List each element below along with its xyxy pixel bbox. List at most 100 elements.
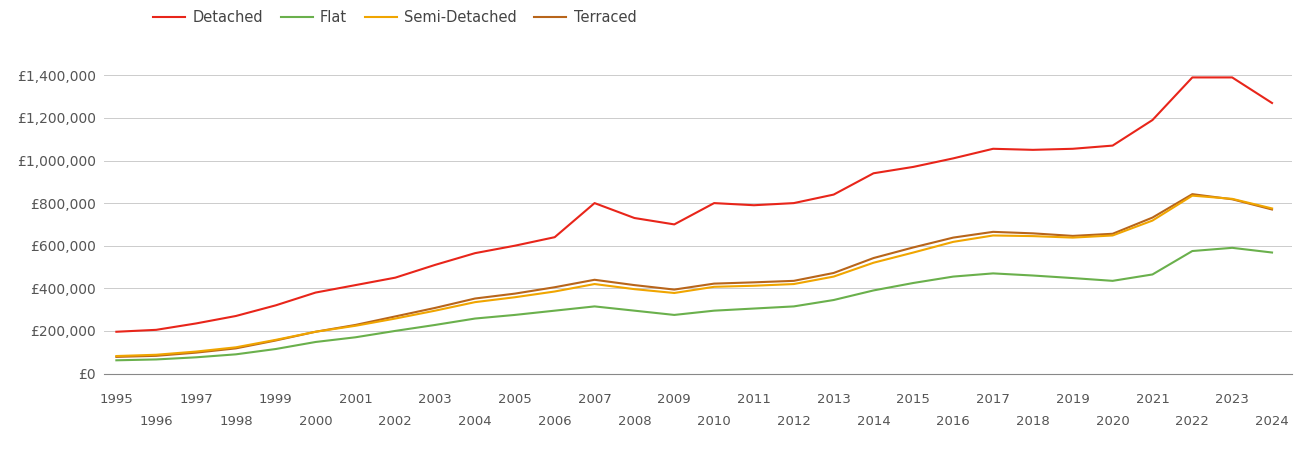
Detached <box>667 222 683 227</box>
Text: 2021: 2021 <box>1135 393 1169 405</box>
Line: Flat: Flat <box>116 248 1272 360</box>
Detached <box>1065 146 1081 152</box>
Semi-Detached <box>1224 196 1240 202</box>
Flat <box>427 322 442 328</box>
Terraced <box>228 346 244 351</box>
Semi-Detached <box>508 295 523 300</box>
Terraced <box>786 278 801 284</box>
Flat <box>388 328 403 333</box>
Detached <box>427 262 442 268</box>
Semi-Detached <box>1026 234 1041 239</box>
Text: 1996: 1996 <box>140 415 174 428</box>
Legend: Detached, Flat, Semi-Detached, Terraced: Detached, Flat, Semi-Detached, Terraced <box>147 4 642 31</box>
Terraced <box>347 322 363 328</box>
Terraced <box>865 255 881 261</box>
Detached <box>308 290 324 295</box>
Text: 1999: 1999 <box>258 393 292 405</box>
Detached <box>149 327 164 333</box>
Flat <box>1224 245 1240 251</box>
Detached <box>268 303 283 308</box>
Semi-Detached <box>1065 235 1081 240</box>
Semi-Detached <box>587 281 603 287</box>
Text: 2001: 2001 <box>338 393 372 405</box>
Terraced <box>427 305 442 310</box>
Flat <box>149 357 164 362</box>
Text: 1995: 1995 <box>99 393 133 405</box>
Flat <box>906 280 921 286</box>
Semi-Detached <box>706 284 722 289</box>
Detached <box>1105 143 1121 148</box>
Terraced <box>1144 215 1160 220</box>
Text: 2000: 2000 <box>299 415 333 428</box>
Flat <box>865 288 881 293</box>
Semi-Detached <box>388 316 403 321</box>
Flat <box>1065 275 1081 281</box>
Detached <box>108 329 124 334</box>
Terraced <box>1185 191 1201 197</box>
Flat <box>467 316 483 321</box>
Terraced <box>1105 231 1121 236</box>
Flat <box>1144 272 1160 277</box>
Flat <box>587 304 603 309</box>
Terraced <box>188 350 204 356</box>
Terraced <box>667 287 683 292</box>
Text: 2017: 2017 <box>976 393 1010 405</box>
Flat <box>945 274 960 279</box>
Terraced <box>508 291 523 297</box>
Semi-Detached <box>1265 206 1280 211</box>
Detached <box>945 156 960 161</box>
Text: 2014: 2014 <box>856 415 890 428</box>
Detached <box>1224 75 1240 80</box>
Semi-Detached <box>149 352 164 357</box>
Flat <box>1185 248 1201 254</box>
Semi-Detached <box>985 233 1001 238</box>
Terraced <box>746 279 762 285</box>
Terraced <box>308 329 324 334</box>
Detached <box>347 283 363 288</box>
Detached <box>706 200 722 206</box>
Semi-Detached <box>308 329 324 334</box>
Text: 2008: 2008 <box>617 415 651 428</box>
Detached <box>826 192 842 197</box>
Semi-Detached <box>945 239 960 244</box>
Flat <box>308 339 324 345</box>
Flat <box>667 312 683 318</box>
Detached <box>188 321 204 326</box>
Semi-Detached <box>865 260 881 265</box>
Flat <box>108 358 124 363</box>
Text: 2023: 2023 <box>1215 393 1249 405</box>
Semi-Detached <box>826 274 842 279</box>
Text: 2020: 2020 <box>1096 415 1130 428</box>
Text: 2024: 2024 <box>1255 415 1289 428</box>
Terraced <box>547 284 562 290</box>
Flat <box>746 306 762 311</box>
Semi-Detached <box>268 337 283 342</box>
Terraced <box>268 338 283 343</box>
Text: 2016: 2016 <box>937 415 970 428</box>
Terraced <box>906 245 921 250</box>
Semi-Detached <box>427 308 442 313</box>
Flat <box>626 308 642 313</box>
Detached <box>1144 117 1160 123</box>
Semi-Detached <box>786 281 801 287</box>
Detached <box>1265 100 1280 106</box>
Text: 2019: 2019 <box>1056 393 1090 405</box>
Line: Detached: Detached <box>116 77 1272 332</box>
Text: 2005: 2005 <box>499 393 531 405</box>
Semi-Detached <box>626 287 642 292</box>
Detached <box>746 202 762 208</box>
Semi-Detached <box>547 289 562 294</box>
Terraced <box>388 314 403 319</box>
Flat <box>826 297 842 303</box>
Text: 2011: 2011 <box>737 393 771 405</box>
Text: 2012: 2012 <box>776 415 810 428</box>
Terraced <box>706 281 722 286</box>
Semi-Detached <box>746 283 762 288</box>
Text: 2018: 2018 <box>1017 415 1049 428</box>
Text: 2004: 2004 <box>458 415 492 428</box>
Semi-Detached <box>906 250 921 255</box>
Flat <box>508 312 523 318</box>
Semi-Detached <box>347 323 363 328</box>
Flat <box>268 346 283 352</box>
Line: Terraced: Terraced <box>116 194 1272 357</box>
